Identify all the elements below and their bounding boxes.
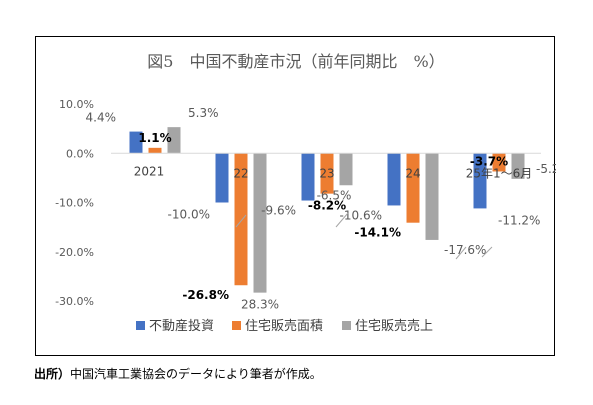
source-text: 中国汽車工業協会のデータにより筆者が作成。 (70, 367, 322, 381)
data-label: 4.4% (86, 111, 117, 125)
category-label: 2021 (134, 164, 165, 178)
chart-title: 図5 中国不動産市況（前年同期比 %） (147, 52, 444, 71)
bar (167, 127, 181, 154)
bar (339, 153, 353, 186)
bar (406, 153, 420, 223)
bar (234, 153, 248, 286)
data-label: -6.5% (317, 188, 352, 202)
y-tick-label: 10.0% (59, 98, 94, 111)
bar (387, 153, 401, 206)
y-tick-label: -10.0% (55, 197, 94, 210)
legend-swatch (342, 321, 351, 330)
data-label: -17.6% (444, 243, 486, 257)
source-label: 出所） (34, 367, 71, 381)
bar (129, 131, 143, 154)
data-label: -9.6% (261, 204, 296, 218)
category-label: 24 (405, 166, 420, 180)
data-label: -10.6% (340, 208, 382, 222)
bar (511, 153, 525, 179)
y-tick-label: -30.0% (55, 295, 94, 308)
bar (425, 153, 439, 240)
bar (320, 153, 334, 194)
legend-swatch (232, 321, 241, 330)
bar (492, 153, 506, 172)
bar (215, 153, 229, 203)
data-label: 28.3% (241, 298, 279, 312)
y-tick-label: 0.0% (66, 147, 94, 160)
data-label: -8.2% (308, 199, 346, 213)
legend-swatch (136, 321, 145, 330)
legend-label: 不動産投資 (149, 318, 214, 334)
bar-chart: 図5 中国不動産市況（前年同期比 %） 10.0% 0.0% -10.0% -20.0%… (55, 52, 556, 334)
chart-frame: 図5 中国不動産市況（前年同期比 %） 10.0% 0.0% -10.0% -20.0%… (35, 36, 556, 356)
bar (473, 153, 487, 209)
data-label: -11.2% (498, 213, 540, 227)
leader-line (335, 212, 349, 228)
data-label: -3.7% (470, 154, 508, 168)
data-label: 1.1% (138, 131, 171, 145)
data-label: -14.1% (354, 226, 401, 240)
legend-label: 住宅販売面積 (245, 318, 323, 334)
category-label: 23 (319, 166, 334, 180)
category-label: 22 (233, 166, 248, 180)
category-label: 25年1～6月 (466, 166, 533, 180)
leader-line (455, 246, 467, 260)
data-label: 5.3% (188, 106, 219, 120)
source-note: 出所）中国汽車工業協会のデータにより筆者が作成。 (34, 365, 322, 382)
data-label: -5.2% (536, 162, 556, 176)
leader-line (481, 246, 493, 258)
bar (301, 153, 315, 201)
y-tick-label: -20.0% (55, 246, 94, 259)
leader-line (235, 214, 247, 228)
bar (148, 147, 162, 154)
data-label: -10.0% (168, 208, 210, 222)
bar (253, 153, 267, 293)
legend-label: 住宅販売売上 (355, 318, 433, 334)
data-label: -26.8% (182, 288, 229, 302)
